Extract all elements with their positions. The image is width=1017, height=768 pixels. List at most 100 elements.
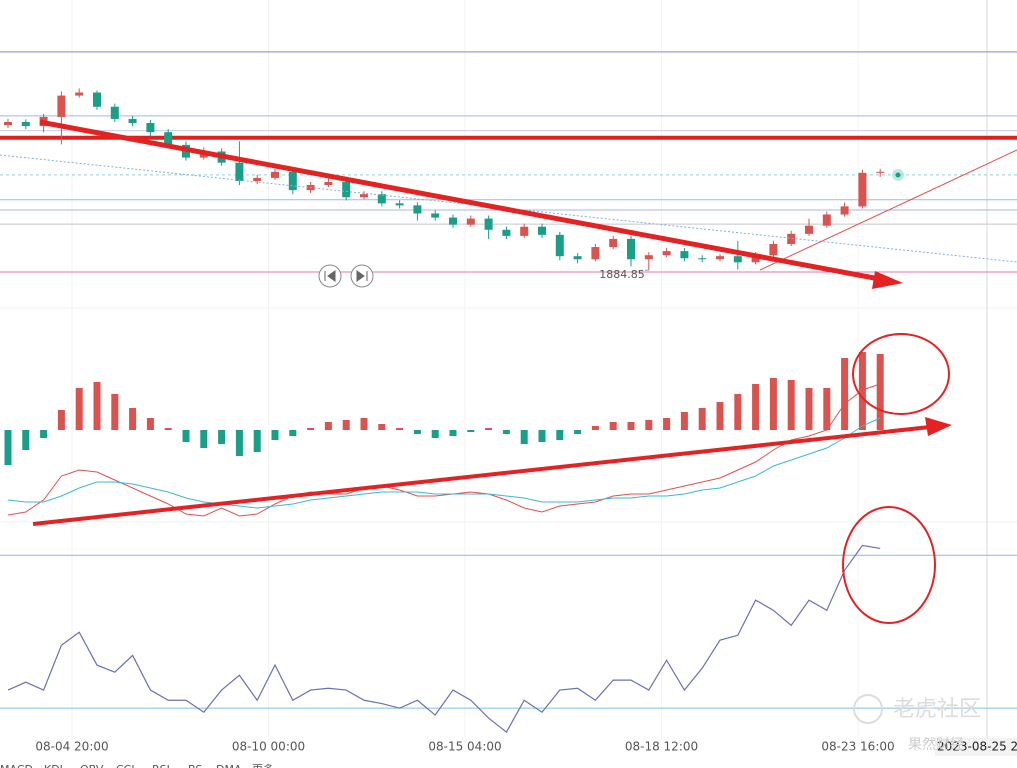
macd-bar: [253, 430, 261, 452]
candle-body: [253, 177, 262, 181]
macd-bar: [271, 430, 279, 440]
prev-button[interactable]: [318, 264, 342, 288]
watermark-sub: 果然财经: [908, 736, 964, 753]
macd-bar: [591, 426, 599, 430]
candle-body: [520, 226, 529, 236]
candle-body: [858, 172, 867, 207]
candle-body: [662, 251, 671, 256]
highlight-circle: [842, 506, 936, 624]
macd-bar: [574, 430, 582, 434]
candle-body: [822, 214, 831, 226]
x-tick-label: 08-23 16:00: [821, 740, 894, 754]
candle-body: [609, 238, 618, 248]
candle-body: [4, 122, 12, 126]
macd-bar: [645, 420, 653, 430]
indicator-tab: CCI: [116, 763, 135, 768]
highlight-circle: [852, 333, 950, 415]
candle-body: [21, 122, 30, 127]
candle-body: [431, 213, 440, 218]
macd-bar: [40, 430, 48, 438]
candle-body: [484, 218, 493, 230]
macd-bar: [538, 430, 546, 442]
macd-bar: [627, 422, 635, 430]
macd-bar: [698, 408, 706, 430]
candle-body: [805, 225, 813, 234]
watermark-logo: [853, 694, 883, 724]
macd-bar: [324, 422, 332, 430]
indicator-line: [7, 544, 881, 734]
macd-bar: [129, 408, 137, 430]
macd-bar: [734, 394, 742, 430]
macd-bar: [716, 402, 724, 430]
macd-bar: [467, 430, 475, 432]
macd-bar: [57, 410, 65, 430]
macd-bar: [413, 430, 421, 434]
macd-bar: [556, 430, 564, 440]
candle-body: [146, 123, 155, 133]
x-tick-label: 08-04 20:00: [35, 740, 108, 754]
macd-bar: [663, 418, 671, 430]
x-tick-label: 08-15 04:00: [428, 740, 501, 754]
macd-bar: [4, 430, 12, 465]
candle-body: [413, 205, 422, 214]
candle-body: [57, 95, 66, 117]
candle-body: [449, 217, 457, 225]
levels: [0, 51, 1017, 273]
macd-bar: [680, 412, 688, 430]
candles: [4, 88, 885, 271]
arrow-head: [872, 271, 903, 289]
macd-bar: [75, 388, 83, 430]
candle-body: [733, 256, 742, 263]
macd-bar: [520, 430, 528, 444]
candle-body: [716, 256, 724, 260]
macd-bar: [805, 388, 813, 430]
macd-line: [7, 383, 881, 517]
macd: [4, 352, 884, 517]
macd-bar: [396, 428, 404, 430]
candle-body: [787, 233, 796, 244]
macd-bar: [876, 354, 884, 430]
candle-body: [128, 118, 137, 124]
candle-body: [342, 181, 351, 198]
candle-body: [235, 162, 244, 181]
crosshair-box: [935, 738, 1017, 756]
macd-bar: [307, 428, 315, 430]
indicator-tab: 更多: [252, 762, 274, 768]
macd-bar: [200, 430, 208, 448]
candle-body: [271, 171, 279, 178]
indicator-tab: KDJ: [44, 763, 63, 768]
candle-body: [591, 247, 600, 260]
candle-body: [573, 256, 582, 260]
indicator-tab: BS: [188, 763, 202, 768]
arrow-down: [39, 119, 886, 283]
grid: [71, 0, 859, 740]
candle-body: [164, 132, 173, 145]
candle-body: [502, 229, 511, 236]
macd-bar: [502, 430, 510, 434]
candle-body: [644, 255, 653, 260]
candle-body: [769, 244, 778, 256]
live-dot: [895, 172, 901, 178]
x-tick-label: 08-10 00:00: [232, 740, 305, 754]
macd-bar: [289, 430, 297, 436]
candle-body: [751, 255, 760, 263]
macd-bar: [841, 358, 849, 430]
candle-body: [627, 238, 635, 260]
next-button[interactable]: [350, 264, 374, 288]
macd-bar: [218, 430, 226, 444]
macd-bar: [342, 420, 350, 430]
low-label: 1884.85: [599, 268, 645, 281]
lower-indicator: [0, 544, 1017, 734]
macd-bar: [93, 382, 101, 430]
candle-body: [698, 258, 707, 260]
macd-bar: [609, 422, 617, 430]
indicator-tab: MACD: [0, 763, 33, 768]
macd-bar: [823, 388, 831, 430]
indicator-tab: OBV: [80, 763, 104, 768]
candle-body: [360, 194, 368, 198]
candle-body: [555, 234, 564, 257]
macd-bar: [164, 428, 172, 430]
macd-bar: [235, 430, 243, 456]
macd-bar: [378, 424, 386, 430]
